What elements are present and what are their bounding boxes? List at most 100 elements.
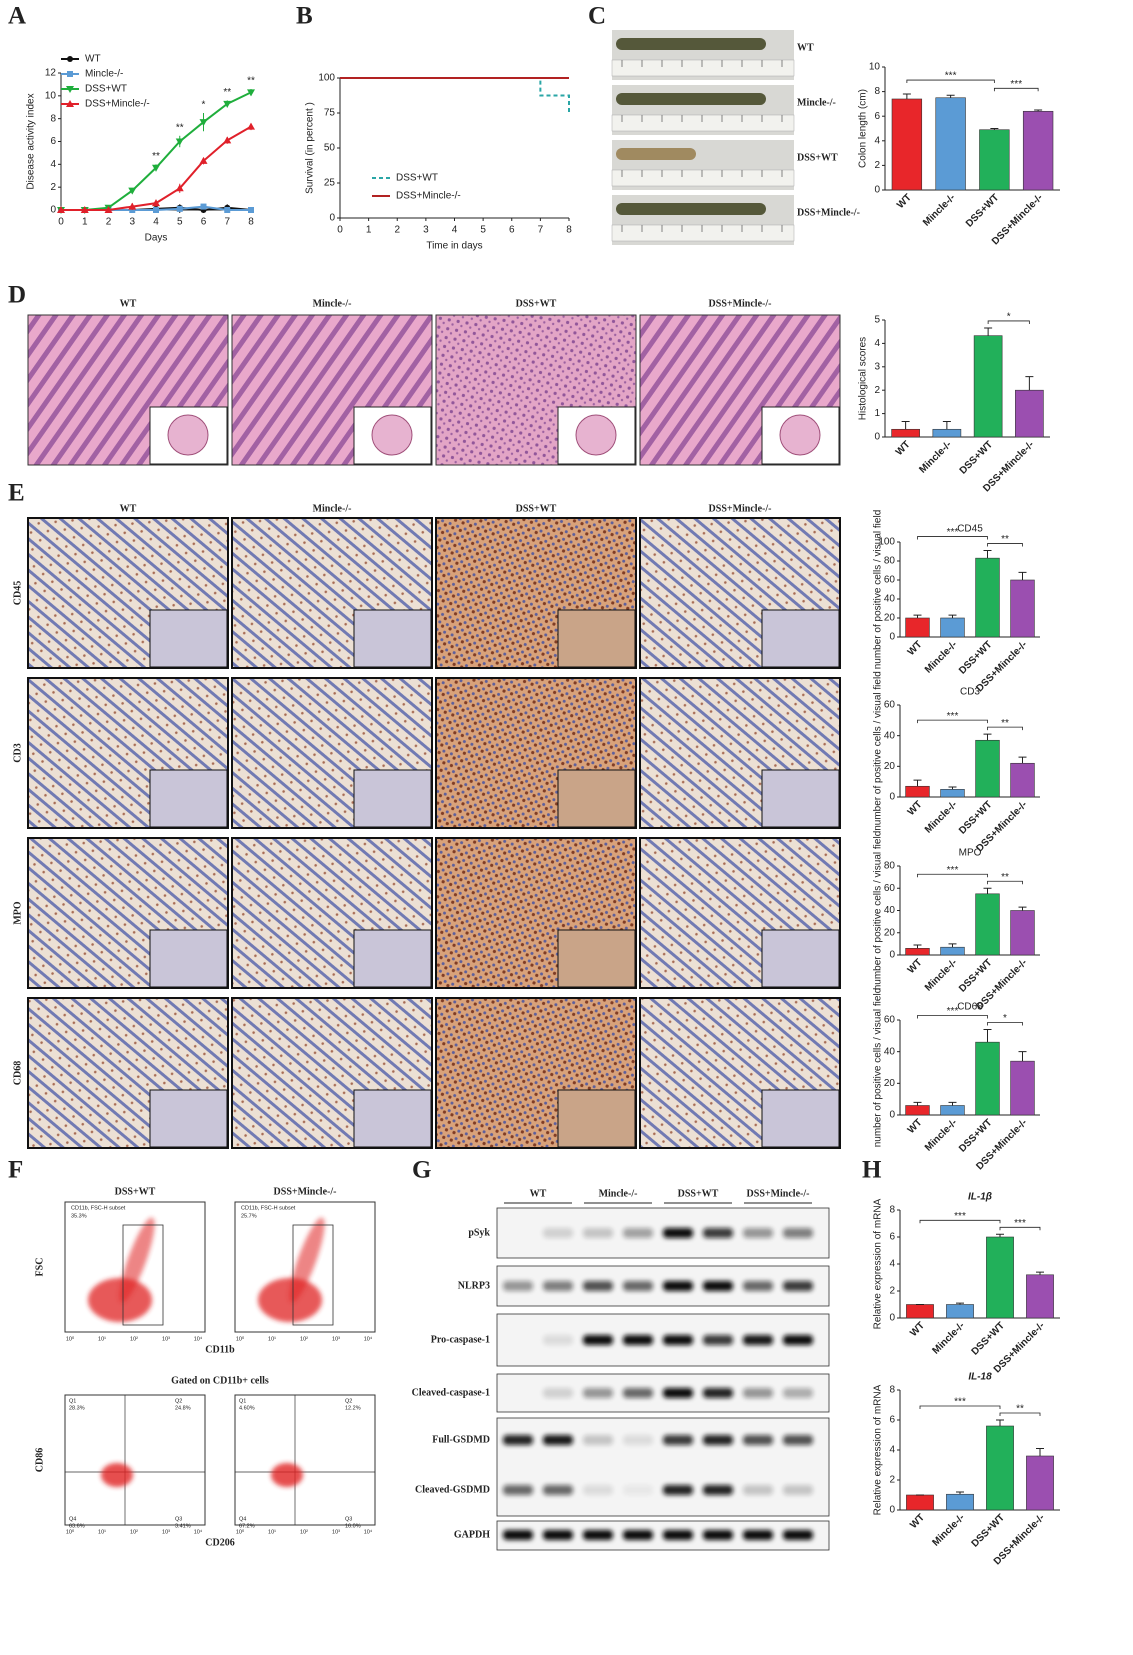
- flow-title: DSS+Mincle-/-: [274, 1186, 337, 1197]
- band: [783, 1388, 813, 1398]
- x-tick-label: 7: [538, 225, 544, 236]
- band: [743, 1530, 773, 1540]
- y-tick-label: 0: [889, 1110, 895, 1121]
- y-tick-label: 0: [889, 632, 895, 643]
- flow-tick: 10¹: [268, 1529, 276, 1535]
- band: [783, 1485, 813, 1495]
- axis-label: CD206: [205, 1537, 234, 1548]
- flow-tick: 10³: [162, 1336, 170, 1342]
- error-bar: [1018, 571, 1027, 580]
- x-tick-label: Mincle-/-: [923, 1117, 959, 1153]
- axis-label: CD11b: [205, 1344, 235, 1355]
- band: [783, 1530, 813, 1540]
- legend-label: DSS+WT: [396, 173, 438, 184]
- row-label: CD3: [12, 743, 23, 762]
- inset: [557, 1089, 636, 1148]
- y-tick-label: 12: [45, 68, 57, 79]
- x-tick-label: Mincle-/-: [923, 799, 959, 835]
- group-label: DSS+Mincle-/-: [747, 1188, 810, 1199]
- bar: [905, 617, 930, 638]
- significance: ***: [945, 71, 957, 82]
- quadrant-name: Q2: [345, 1398, 352, 1404]
- band: [623, 1281, 653, 1291]
- x-tick-label: WT: [908, 1320, 927, 1339]
- flow-tick: 10⁴: [194, 1335, 203, 1342]
- bar: [1010, 910, 1035, 956]
- x-tick-label: 7: [224, 217, 230, 228]
- band: [663, 1388, 693, 1398]
- y-tick-label: 20: [884, 761, 896, 772]
- protein-label: NLRP3: [458, 1280, 490, 1291]
- significance: **: [152, 151, 160, 162]
- panel-letter: H: [862, 1157, 882, 1184]
- gate-name: CD11b, FSC-H subset: [241, 1205, 296, 1211]
- flow-tick: 10³: [162, 1529, 170, 1535]
- event-cloud: [119, 1217, 155, 1303]
- bar: [973, 335, 1003, 438]
- group-label: Mincle-/-: [599, 1188, 638, 1199]
- quadrant-name: Q4: [239, 1516, 246, 1522]
- y-axis-label: number of positive cells / visual field: [873, 988, 884, 1148]
- y-tick-label: 40: [884, 1046, 896, 1057]
- error-bar: [1025, 376, 1034, 391]
- x-tick-label: WT: [906, 799, 925, 818]
- quadrant-percent: 63.6%: [69, 1523, 85, 1529]
- error-bar: [1036, 1271, 1044, 1275]
- y-tick-label: 2: [889, 1475, 895, 1486]
- bar: [932, 428, 962, 438]
- band: [503, 1281, 533, 1291]
- x-tick-label: 6: [509, 225, 515, 236]
- y-axis-label: Relative expression of mRNA: [873, 1198, 884, 1329]
- error-bar: [913, 779, 922, 787]
- significance-bracket: [987, 543, 1023, 547]
- band: [623, 1485, 653, 1495]
- flow-tick: 10⁰: [66, 1528, 75, 1535]
- significance: **: [1001, 534, 1009, 545]
- error-bar: [913, 944, 922, 949]
- y-tick-label: 40: [884, 594, 896, 605]
- inset-section: [575, 414, 617, 456]
- y-tick-label: 60: [884, 1015, 896, 1026]
- significance-bracket: [906, 79, 995, 84]
- legend-label: DSS+Mincle-/-: [396, 191, 461, 202]
- band: [663, 1435, 693, 1445]
- flow-tick: 10¹: [268, 1336, 276, 1342]
- significance-bracket: [987, 1022, 1023, 1026]
- ruler: [611, 224, 795, 242]
- error-bar: [956, 1302, 964, 1305]
- y-tick-label: 6: [874, 111, 880, 122]
- significance: **: [223, 87, 231, 98]
- point: [199, 119, 208, 127]
- panel-letter: D: [8, 282, 26, 309]
- error-bar: [901, 421, 910, 430]
- band: [583, 1228, 613, 1238]
- flow-tick: 10⁰: [236, 1335, 245, 1342]
- error-bar: [1034, 109, 1043, 112]
- point: [199, 156, 208, 164]
- colon-label: DSS+Mincle-/-: [797, 207, 860, 218]
- band: [503, 1435, 533, 1445]
- band: [623, 1435, 653, 1445]
- error-bar: [942, 421, 951, 430]
- point: [223, 100, 232, 108]
- x-tick-label: 1: [366, 225, 372, 236]
- significance: *: [202, 100, 206, 111]
- x-tick-label: 8: [566, 225, 572, 236]
- band: [783, 1281, 813, 1291]
- quadrant-percent: 24.8%: [175, 1405, 191, 1411]
- panel-letter: B: [296, 3, 313, 30]
- y-tick-label: 0: [329, 213, 335, 224]
- significance: *: [1003, 1013, 1007, 1024]
- panel-letter: G: [412, 1157, 431, 1184]
- y-tick-label: 2: [889, 1286, 895, 1297]
- band: [623, 1228, 653, 1238]
- band: [543, 1530, 573, 1540]
- inset: [353, 769, 432, 828]
- inset: [557, 929, 636, 988]
- significance-bracket: [987, 726, 1023, 731]
- band: [583, 1281, 613, 1291]
- flow-tick: 10³: [332, 1336, 340, 1342]
- y-axis-label: Histological scores: [858, 337, 869, 420]
- band: [703, 1530, 733, 1540]
- point: [152, 199, 160, 207]
